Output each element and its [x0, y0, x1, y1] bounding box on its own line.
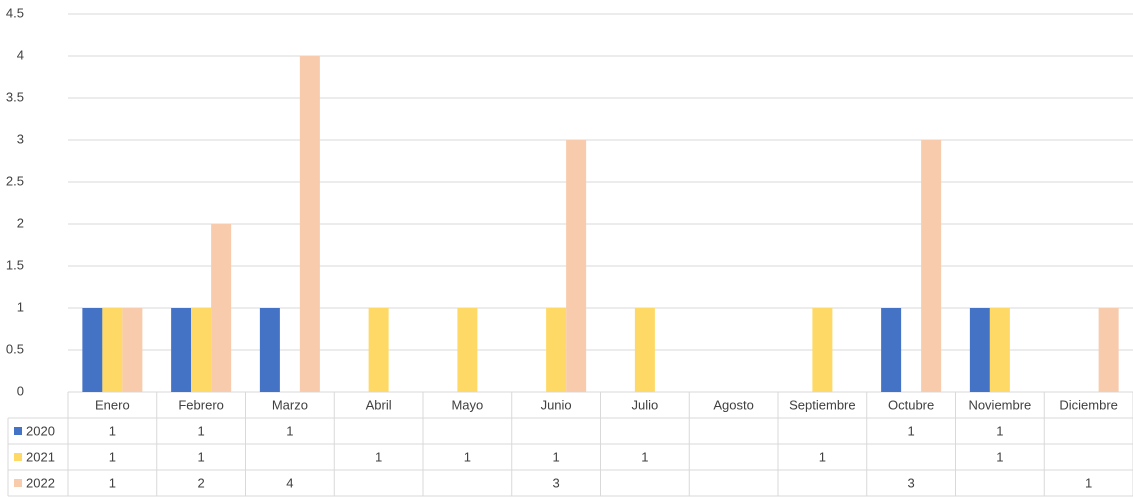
- bar: [211, 224, 232, 392]
- bar: [368, 308, 389, 392]
- table-cell: 1: [286, 423, 293, 438]
- table-cell: 1: [553, 449, 560, 464]
- table-cell: 1: [996, 423, 1003, 438]
- bar: [921, 140, 942, 392]
- y-tick-label: 2.5: [6, 173, 24, 188]
- bar: [881, 308, 902, 392]
- table-cell: 1: [908, 423, 915, 438]
- bar: [989, 308, 1010, 392]
- table-cell: 1: [996, 449, 1003, 464]
- bar: [82, 308, 103, 392]
- bar: [1098, 308, 1119, 392]
- y-tick-label: 4: [17, 47, 24, 62]
- bar: [102, 308, 123, 392]
- table-cell: 3: [553, 475, 560, 490]
- table-cell: 4: [286, 475, 293, 490]
- x-tick-label: Agosto: [713, 397, 753, 412]
- x-tick-label: Marzo: [272, 397, 308, 412]
- y-tick-label: 1: [17, 299, 24, 314]
- legend-label: 2020: [26, 423, 55, 438]
- bar: [191, 308, 212, 392]
- table-cell: 1: [109, 423, 116, 438]
- x-tick-label: Abril: [366, 397, 392, 412]
- bar: [259, 308, 280, 392]
- bar: [634, 308, 655, 392]
- x-tick-label: Febrero: [178, 397, 224, 412]
- x-tick-label: Junio: [541, 397, 572, 412]
- table-cell: 1: [464, 449, 471, 464]
- table-cell: 1: [198, 449, 205, 464]
- x-tick-label: Octubre: [888, 397, 934, 412]
- bar: [969, 308, 990, 392]
- table-cell: 1: [375, 449, 382, 464]
- x-tick-label: Septiembre: [789, 397, 855, 412]
- bar: [566, 140, 587, 392]
- x-tick-label: Enero: [95, 397, 130, 412]
- y-tick-label: 3: [17, 131, 24, 146]
- y-tick-label: 0.5: [6, 341, 24, 356]
- bar: [299, 56, 320, 392]
- x-tick-label: Diciembre: [1059, 397, 1118, 412]
- bar: [457, 308, 478, 392]
- x-tick-label: Julio: [632, 397, 659, 412]
- y-tick-label: 2: [17, 215, 24, 230]
- table-cell: 1: [109, 475, 116, 490]
- table-cell: 1: [641, 449, 648, 464]
- legend-swatch: [14, 453, 22, 461]
- y-tick-label: 4.5: [6, 5, 24, 20]
- bar: [122, 308, 143, 392]
- table-cell: 1: [1085, 475, 1092, 490]
- y-tick-label: 0: [17, 383, 24, 398]
- bar: [546, 308, 567, 392]
- x-tick-label: Noviembre: [968, 397, 1031, 412]
- y-tick-label: 1.5: [6, 257, 24, 272]
- table-cell: 2: [198, 475, 205, 490]
- table-cell: 1: [109, 449, 116, 464]
- legend-swatch: [14, 427, 22, 435]
- legend-swatch: [14, 479, 22, 487]
- legend-label: 2021: [26, 449, 55, 464]
- table-cell: 1: [198, 423, 205, 438]
- legend-label: 2022: [26, 475, 55, 490]
- y-tick-label: 3.5: [6, 89, 24, 104]
- x-tick-label: Mayo: [451, 397, 483, 412]
- bar: [812, 308, 833, 392]
- table-cell: 1: [819, 449, 826, 464]
- table-cell: 3: [908, 475, 915, 490]
- bar: [171, 308, 192, 392]
